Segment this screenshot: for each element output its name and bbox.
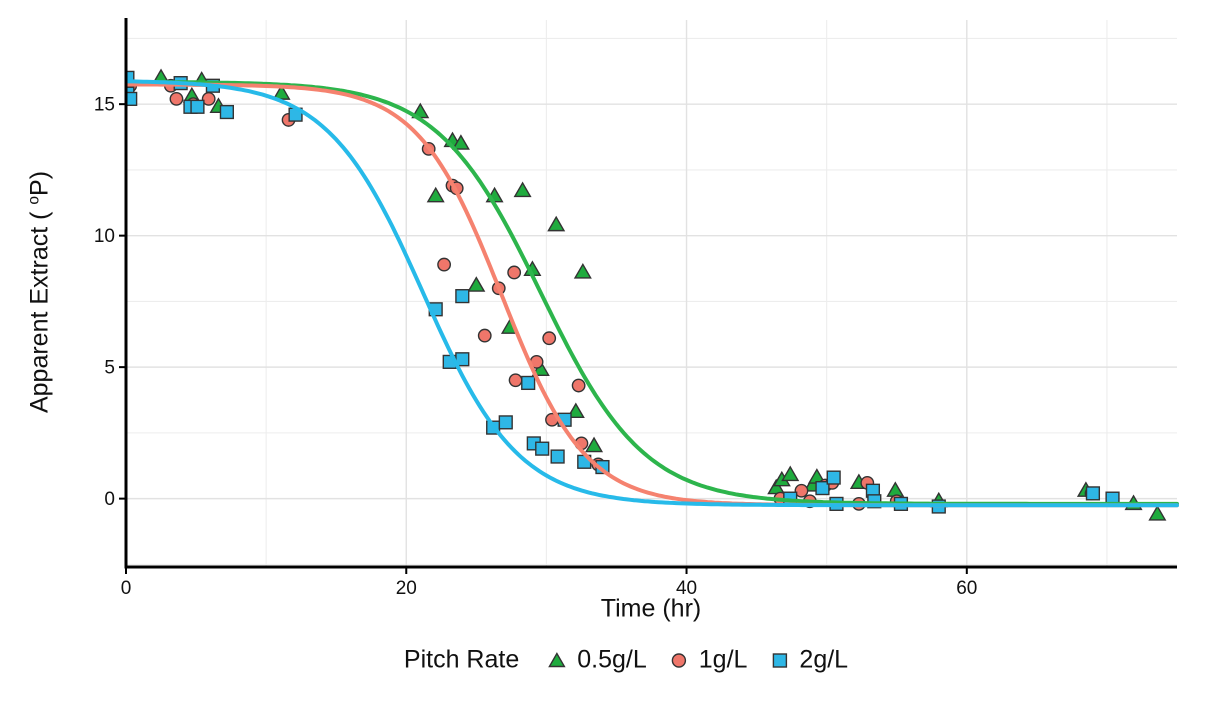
data-point-square bbox=[535, 441, 550, 456]
legend-item-1gL: 1g/L bbox=[669, 645, 748, 675]
y-axis-title: Apparent Extract ( oP) bbox=[25, 171, 54, 413]
fit-curve-1g/L bbox=[126, 82, 1179, 508]
data-point-circle bbox=[542, 331, 557, 346]
data-point-square bbox=[1085, 486, 1101, 501]
data-point-square bbox=[521, 375, 536, 391]
legend-title: Pitch Rate bbox=[403, 645, 520, 674]
data-point-triangle bbox=[467, 276, 486, 292]
y-axis-title-text: Apparent Extract ( bbox=[25, 204, 54, 414]
data-point-square bbox=[826, 470, 841, 485]
data-point-circle bbox=[507, 265, 522, 280]
data-point-triangle bbox=[451, 134, 470, 150]
legend-item-0.5gL: 0.5g/L bbox=[547, 646, 647, 675]
data-point-square bbox=[498, 415, 513, 430]
y-tick-label: 5 bbox=[104, 358, 115, 379]
y-tick-label: 10 bbox=[94, 226, 115, 247]
legend: Pitch Rate 0.5g/L 1g/L 2g/L bbox=[404, 646, 848, 675]
triangle-marker-icon bbox=[547, 650, 567, 670]
data-point-triangle bbox=[585, 436, 604, 453]
x-tick-label: 20 bbox=[396, 578, 417, 599]
legend-label: 0.5g/L bbox=[577, 645, 647, 674]
data-point-square bbox=[815, 481, 830, 496]
data-point-square bbox=[219, 104, 234, 120]
data-point-triangle bbox=[547, 215, 566, 232]
data-point-square bbox=[190, 99, 205, 114]
data-point-triangle bbox=[566, 402, 585, 419]
data-point-circle bbox=[794, 483, 809, 498]
y-tick-label: 15 bbox=[94, 95, 115, 116]
square-marker-icon bbox=[769, 650, 789, 670]
fit-curve-2g/L bbox=[126, 79, 1179, 508]
data-point-circle bbox=[437, 257, 452, 272]
legend-label: 1g/L bbox=[698, 645, 748, 674]
legend-item-2gL: 2g/L bbox=[769, 646, 848, 675]
data-point-triangle bbox=[781, 465, 800, 482]
data-point-square bbox=[455, 289, 470, 304]
y-tick-label: 0 bbox=[104, 489, 115, 510]
data-point-circle bbox=[477, 328, 492, 343]
data-point-square bbox=[550, 449, 565, 464]
legend-label: 2g/L bbox=[799, 645, 849, 674]
data-point-circle bbox=[508, 373, 523, 388]
data-point-triangle bbox=[426, 186, 445, 203]
data-point-circle bbox=[571, 378, 586, 393]
data-point-triangle bbox=[1148, 505, 1167, 521]
x-tick-label: 60 bbox=[956, 578, 977, 599]
data-point-triangle bbox=[573, 263, 592, 279]
x-tick-label: 40 bbox=[676, 578, 697, 599]
data-point-triangle bbox=[513, 181, 532, 198]
circle-marker-icon bbox=[669, 650, 689, 670]
data-point-square bbox=[126, 91, 138, 106]
data-point-circle bbox=[169, 91, 184, 106]
data-point-triangle bbox=[886, 481, 905, 497]
degree-superscript: o bbox=[25, 195, 43, 205]
y-axis-title-unit: P) bbox=[25, 170, 54, 196]
x-axis-title: Time (hr) bbox=[600, 594, 702, 623]
x-tick-label: 0 bbox=[121, 578, 132, 599]
fit-curve-0.5g/L bbox=[126, 79, 1179, 506]
